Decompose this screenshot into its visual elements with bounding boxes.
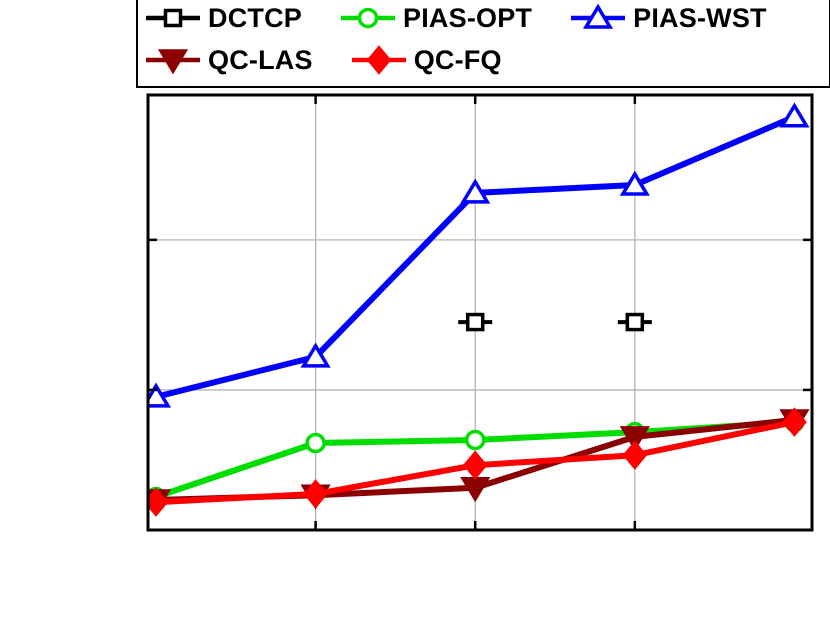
plot-border bbox=[146, 93, 814, 532]
series-pias-wst bbox=[147, 102, 810, 408]
gridlines bbox=[148, 95, 812, 530]
legend-item-pias-wst: PIAS-WST bbox=[570, 2, 767, 34]
legend-glyph-dctcp bbox=[146, 8, 200, 28]
legend-item-qc-las: QC-LAS bbox=[145, 44, 313, 76]
legend-label-qc-fq: QC-FQ bbox=[413, 44, 502, 75]
legend-label-dctcp: DCTCP bbox=[208, 2, 302, 33]
legend-label-pias-opt: PIAS-OPT bbox=[403, 2, 533, 33]
series-qc-fq bbox=[147, 407, 807, 517]
legend-row-1: DCTCP PIAS-OPT PIAS-WST bbox=[145, 0, 829, 39]
legend-label-qc-las: QC-LAS bbox=[208, 44, 313, 75]
legend-glyph-pias-opt bbox=[341, 7, 395, 29]
legend: DCTCP PIAS-OPT PIAS-WST QC-LAS QC-FQ bbox=[136, 0, 830, 88]
legend-row-2: QC-LAS QC-FQ bbox=[145, 39, 829, 81]
legend-item-dctcp: DCTCP bbox=[145, 2, 302, 34]
series-dctcp bbox=[458, 312, 652, 332]
legend-label-pias-wst: PIAS-WST bbox=[633, 2, 767, 33]
legend-item-pias-opt: PIAS-OPT bbox=[340, 2, 532, 34]
legend-glyph-qc-las bbox=[146, 49, 200, 75]
legend-glyph-qc-fq bbox=[351, 45, 406, 75]
legend-glyph-pias-wst bbox=[571, 3, 626, 29]
legend-item-qc-fq: QC-FQ bbox=[351, 44, 502, 76]
